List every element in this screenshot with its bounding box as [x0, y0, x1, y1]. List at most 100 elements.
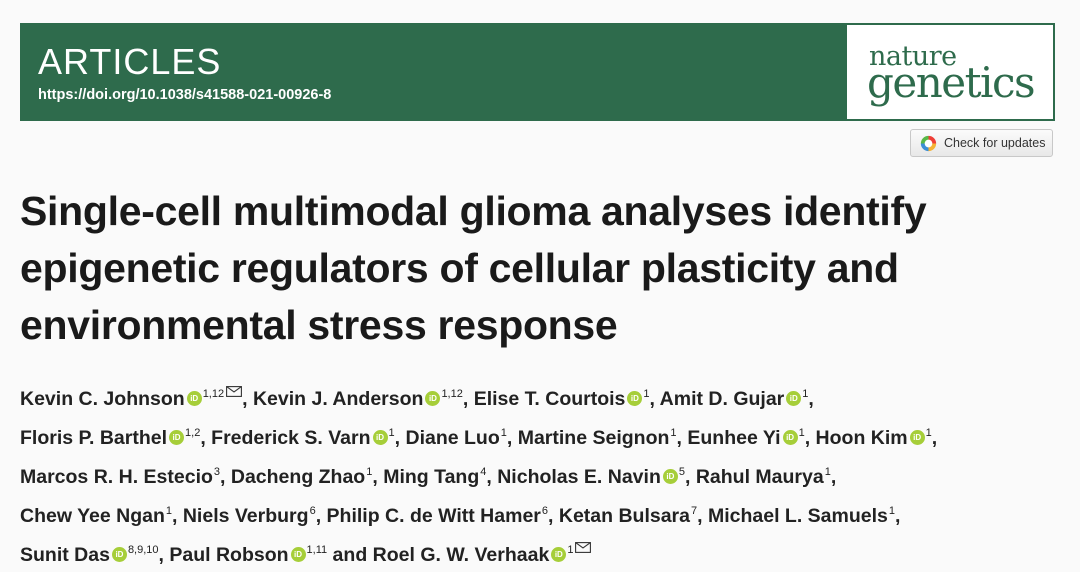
author-name[interactable]: Ming Tang	[383, 466, 480, 488]
affiliation-number[interactable]: 6	[309, 505, 316, 517]
affiliation-number[interactable]: 1,12	[441, 388, 463, 400]
author: Kevin J. Anderson 1,12	[253, 388, 463, 410]
author: Eunhee Yi 1	[687, 427, 804, 449]
author-separator: ,	[697, 505, 708, 527]
orcid-icon[interactable]	[551, 547, 567, 562]
author-name[interactable]: Michael L. Samuels	[707, 505, 888, 527]
journal-banner: ARTICLES https://doi.org/10.1038/s41588-…	[20, 23, 1055, 121]
author: Ming Tang4	[383, 466, 486, 488]
author: Marcos R. H. Estecio3	[20, 466, 220, 488]
orcid-icon[interactable]	[425, 391, 441, 406]
affiliation-number[interactable]: 8,9,10	[127, 544, 159, 556]
affiliation-number[interactable]: 6	[541, 505, 549, 517]
email-icon[interactable]	[226, 386, 243, 397]
author-name[interactable]: Floris P. Barthel	[20, 427, 168, 449]
affiliation-number[interactable]: 1	[643, 388, 650, 400]
section-label: ARTICLES	[38, 41, 222, 82]
author: Philip C. de Witt Hamer6	[327, 505, 548, 527]
author-separator: ,	[676, 427, 688, 449]
title-line: epigenetic regulators of cellular plasti…	[20, 245, 899, 291]
affiliation-number[interactable]: 1	[798, 427, 805, 439]
affiliation-number[interactable]: 1,11	[306, 544, 328, 556]
affiliation-number[interactable]: 5	[678, 466, 685, 478]
author: Kevin C. Johnson 1,12	[20, 386, 243, 410]
orcid-icon[interactable]	[169, 430, 185, 445]
author-name[interactable]: Sunit Das	[20, 544, 110, 566]
affiliation-number[interactable]: 1	[388, 427, 395, 439]
author: Paul Robson 1,11	[169, 544, 327, 566]
affiliation-number[interactable]: 1	[824, 466, 831, 478]
title-line: Single-cell multimodal glioma analyses i…	[20, 188, 927, 234]
author-name[interactable]: Philip C. de Witt Hamer	[326, 505, 541, 527]
affiliation-number[interactable]: 3	[213, 466, 221, 478]
affiliation-number[interactable]: 1	[888, 505, 895, 517]
check-for-updates-button[interactable]: Check for updates	[910, 129, 1053, 157]
author: Floris P. Barthel 1,2	[20, 427, 200, 449]
author-name[interactable]: Diane Luo	[405, 427, 500, 449]
orcid-icon[interactable]	[186, 391, 202, 406]
author-separator: ,	[172, 505, 183, 527]
author: Diane Luo1	[405, 427, 506, 449]
author-separator: ,	[486, 466, 498, 488]
author: Michael L. Samuels1	[708, 505, 895, 527]
author-separator: ,	[931, 427, 938, 449]
author-name[interactable]: Kevin J. Anderson	[252, 388, 424, 410]
affiliation-number[interactable]: 1,12	[202, 388, 225, 400]
email-icon[interactable]	[575, 542, 592, 553]
orcid-icon[interactable]	[662, 469, 678, 484]
author-separator: and	[327, 544, 373, 566]
orcid-icon[interactable]	[782, 430, 798, 445]
affiliation-number[interactable]: 4	[480, 466, 487, 478]
author-name[interactable]: Dacheng Zhao	[230, 466, 366, 488]
author-name[interactable]: Ketan Bulsara	[558, 505, 690, 527]
orcid-icon[interactable]	[909, 430, 925, 445]
affiliation-number[interactable]: 1	[925, 427, 932, 439]
affiliation-number[interactable]: 1	[567, 544, 574, 556]
author-name[interactable]: Chew Yee Ngan	[20, 505, 165, 527]
author-separator: ,	[895, 505, 901, 527]
author-separator: ,	[804, 427, 816, 449]
author: Niels Verburg6	[183, 505, 316, 527]
author-separator: ,	[548, 505, 559, 527]
author-name[interactable]: Amit D. Gujar	[659, 388, 785, 410]
affiliation-number[interactable]: 1	[500, 427, 507, 439]
affiliation-number[interactable]: 1	[366, 466, 373, 478]
author-name[interactable]: Elise T. Courtois	[473, 388, 626, 410]
orcid-icon[interactable]	[372, 430, 388, 445]
affiliation-number[interactable]: 7	[691, 505, 698, 517]
crossmark-icon	[920, 135, 937, 151]
author: Rahul Maurya1	[696, 466, 831, 488]
doi-link[interactable]: https://doi.org/10.1038/s41588-021-00926…	[38, 87, 332, 103]
author-name[interactable]: Marcos R. H. Estecio	[20, 466, 213, 488]
author-name[interactable]: Roel G. W. Verhaak	[372, 544, 550, 566]
author-separator: ,	[684, 466, 696, 488]
author-name[interactable]: Rahul Maurya	[695, 466, 824, 488]
affiliation-number[interactable]: 1	[165, 505, 172, 517]
author-name[interactable]: Martine Seignon	[517, 427, 670, 449]
author-name[interactable]: Eunhee Yi	[687, 427, 781, 449]
author-name[interactable]: Niels Verburg	[182, 505, 309, 527]
journal-logo: nature genetics	[847, 25, 1053, 119]
affiliation-number[interactable]: 1	[670, 427, 677, 439]
orcid-icon[interactable]	[290, 547, 306, 562]
orcid-icon[interactable]	[111, 547, 127, 562]
orcid-icon[interactable]	[786, 391, 802, 406]
author-separator: ,	[242, 388, 253, 410]
title-line: environmental stress response	[20, 302, 618, 348]
orcid-icon[interactable]	[627, 391, 643, 406]
author-name[interactable]: Kevin C. Johnson	[20, 388, 185, 410]
author: Frederick S. Varn 1	[211, 427, 394, 449]
author-separator: ,	[315, 505, 327, 527]
author: Chew Yee Ngan1	[20, 505, 172, 527]
author-name[interactable]: Nicholas E. Navin	[497, 466, 661, 488]
author: Martine Seignon1	[518, 427, 677, 449]
author-name[interactable]: Hoon Kim	[815, 427, 908, 449]
affiliation-number[interactable]: 1,2	[185, 427, 201, 439]
author-separator: ,	[462, 388, 474, 410]
author-name[interactable]: Frederick S. Varn	[211, 427, 371, 449]
author-separator: ,	[506, 427, 518, 449]
author-list: Kevin C. Johnson 1,12, Kevin J. Anderson 1…	[20, 377, 1070, 572]
author-separator: ,	[808, 388, 814, 410]
author-name[interactable]: Paul Robson	[169, 544, 289, 566]
affiliation-number[interactable]: 1	[802, 388, 809, 400]
